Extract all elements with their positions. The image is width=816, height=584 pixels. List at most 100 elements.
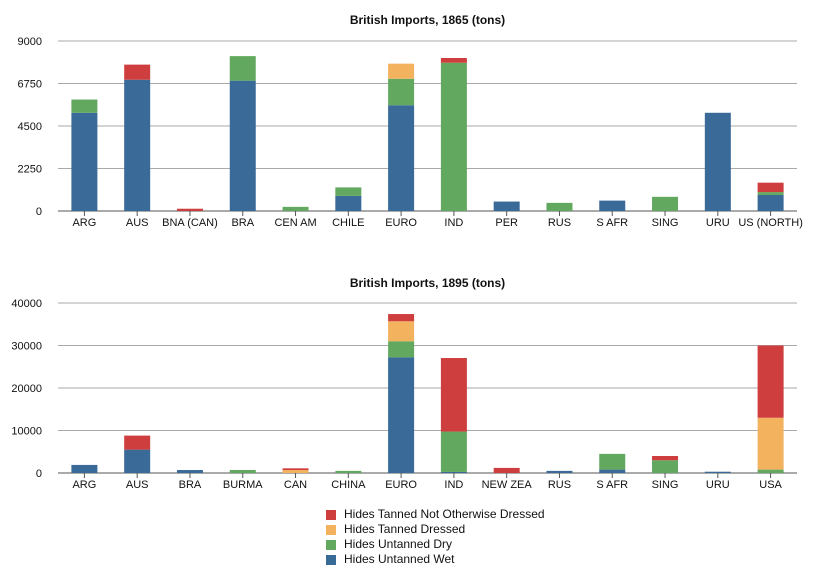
- bar-euro-hides-untanned-wet: [388, 357, 415, 473]
- bar-usa-hides-tanned-not-otherwise-dressed: [757, 345, 784, 418]
- bar-china-hides-untanned-dry: [335, 470, 362, 473]
- bar-euro-hides-tanned-dressed: [388, 63, 415, 79]
- x-tick-label: URU: [706, 479, 730, 491]
- x-tick-label: NEW ZEA: [482, 479, 533, 491]
- x-tick-label: CAN: [284, 479, 307, 491]
- x-tick-label: BNA (CAN): [162, 217, 218, 229]
- bar-us-north-hides-tanned-not-otherwise-dressed: [757, 182, 784, 193]
- bar-euro-hides-untanned-dry: [388, 78, 415, 106]
- bar-new-zea-hides-tanned-not-otherwise-dressed: [493, 467, 520, 473]
- legend-label: Hides Untanned Wet: [344, 552, 455, 566]
- bar-rus-hides-untanned-wet: [546, 470, 573, 473]
- x-tick-label: SING: [652, 479, 679, 491]
- x-tick-label: US (NORTH): [738, 217, 803, 229]
- bar-us-north-hides-untanned-dry: [757, 192, 784, 195]
- bar-per-hides-untanned-wet: [493, 201, 520, 211]
- y-tick-label: 2250: [18, 164, 42, 176]
- bar-ind-hides-tanned-not-otherwise-dressed: [440, 58, 467, 63]
- bar-sing-hides-tanned-not-otherwise-dressed: [652, 456, 679, 461]
- x-tick-label: CEN AM: [274, 217, 316, 229]
- bar-euro-hides-untanned-dry: [388, 341, 415, 358]
- x-tick-label: IND: [444, 217, 463, 229]
- x-tick-label: S AFR: [596, 479, 628, 491]
- bar-ind-hides-untanned-wet: [440, 471, 467, 473]
- chart-title: British Imports, 1895 (tons): [350, 276, 505, 290]
- bar-can-hides-tanned-not-otherwise-dressed: [282, 468, 309, 471]
- x-tick-label: EURO: [385, 217, 417, 229]
- bar-uru-hides-untanned-wet: [704, 471, 731, 473]
- bar-euro-hides-tanned-not-otherwise-dressed: [388, 314, 415, 322]
- bar-euro-hides-tanned-dressed: [388, 321, 415, 342]
- bar-us-north-hides-untanned-wet: [757, 194, 784, 211]
- legend-item-tanned-dressed: Hides Tanned Dressed: [326, 522, 545, 537]
- y-tick-label: 10000: [11, 426, 42, 438]
- y-tick-label: 40000: [11, 298, 42, 310]
- x-tick-label: SING: [652, 217, 679, 229]
- bar-arg-hides-untanned-wet: [71, 112, 98, 211]
- bar-euro-hides-untanned-wet: [388, 105, 415, 211]
- legend-label: Hides Tanned Dressed: [344, 522, 466, 536]
- legend-swatch-tanned-not-otherwise-dressed: [326, 509, 336, 520]
- bar-burma-hides-untanned-dry: [229, 470, 256, 473]
- x-tick-label: URU: [706, 217, 730, 229]
- bar-bra-hides-untanned-wet: [176, 470, 203, 473]
- x-tick-label: PER: [495, 217, 518, 229]
- bar-s-afr-hides-untanned-dry: [599, 453, 626, 470]
- bar-arg-hides-untanned-dry: [71, 99, 98, 113]
- y-tick-label: 4500: [18, 121, 42, 133]
- bar-aus-hides-tanned-not-otherwise-dressed: [124, 435, 151, 450]
- bar-can-hides-tanned-dressed: [282, 470, 309, 473]
- bar-ind-hides-untanned-dry: [440, 62, 467, 211]
- bar-ind-hides-untanned-dry: [440, 431, 467, 472]
- x-tick-label: CHINA: [331, 479, 366, 491]
- y-tick-label: 9000: [18, 36, 42, 48]
- x-tick-label: BRA: [179, 479, 202, 491]
- chart-1895: British Imports, 1895 (tons) 0 10000 20000 3…: [11, 276, 797, 491]
- x-tick-label: RUS: [548, 217, 571, 229]
- legend-label: Hides Untanned Dry: [344, 537, 453, 551]
- legend: Hides Tanned Not Otherwise Dressed Hides…: [326, 507, 545, 567]
- bar-s-afr-hides-untanned-wet: [599, 200, 626, 211]
- bar-uru-hides-untanned-wet: [704, 112, 731, 211]
- x-tick-label: BRA: [231, 217, 254, 229]
- bar-chile-hides-untanned-wet: [335, 195, 362, 211]
- legend-swatch-untanned-wet: [326, 554, 336, 565]
- bar-sing-hides-untanned-dry: [652, 196, 679, 211]
- bar-usa-hides-tanned-dressed: [757, 417, 784, 470]
- bar-cen-am-hides-untanned-dry: [282, 206, 309, 211]
- x-tick-label: S AFR: [596, 217, 628, 229]
- bar-arg-hides-untanned-wet: [71, 464, 98, 473]
- x-tick-label: ARG: [72, 479, 96, 491]
- x-tick-label: ARG: [72, 217, 96, 229]
- bar-sing-hides-untanned-dry: [652, 460, 679, 473]
- x-tick-label: BURMA: [223, 479, 263, 491]
- y-tick-label: 0: [36, 206, 42, 218]
- legend-swatch-tanned-dressed: [326, 524, 336, 535]
- x-tick-label: AUS: [126, 217, 149, 229]
- x-tick-label: USA: [759, 479, 782, 491]
- y-tick-label: 0: [36, 468, 42, 480]
- legend-swatch-untanned-dry: [326, 539, 336, 550]
- y-tick-label: 20000: [11, 383, 42, 395]
- bar-bna-can-hides-tanned-not-otherwise-dressed: [176, 208, 203, 211]
- legend-item-tanned-not-otherwise-dressed: Hides Tanned Not Otherwise Dressed: [326, 507, 545, 522]
- legend-label: Hides Tanned Not Otherwise Dressed: [344, 507, 545, 521]
- bar-usa-hides-untanned-dry: [757, 469, 784, 473]
- bar-chile-hides-untanned-dry: [335, 187, 362, 196]
- bar-bra-hides-untanned-dry: [229, 56, 256, 81]
- bar-ind-hides-tanned-not-otherwise-dressed: [440, 358, 467, 432]
- y-tick-label: 30000: [11, 341, 42, 353]
- legend-item-untanned-wet: Hides Untanned Wet: [326, 552, 545, 567]
- bar-bra-hides-untanned-wet: [229, 80, 256, 212]
- bar-aus-hides-untanned-wet: [124, 449, 151, 473]
- bar-rus-hides-untanned-dry: [546, 202, 573, 211]
- bar-aus-hides-tanned-not-otherwise-dressed: [124, 64, 151, 80]
- bar-s-afr-hides-untanned-wet: [599, 469, 626, 473]
- bar-aus-hides-untanned-wet: [124, 79, 151, 211]
- x-tick-label: RUS: [548, 479, 571, 491]
- y-tick-label: 6750: [18, 79, 42, 91]
- x-tick-label: AUS: [126, 479, 149, 491]
- x-tick-label: EURO: [385, 479, 417, 491]
- x-tick-label: CHILE: [332, 217, 364, 229]
